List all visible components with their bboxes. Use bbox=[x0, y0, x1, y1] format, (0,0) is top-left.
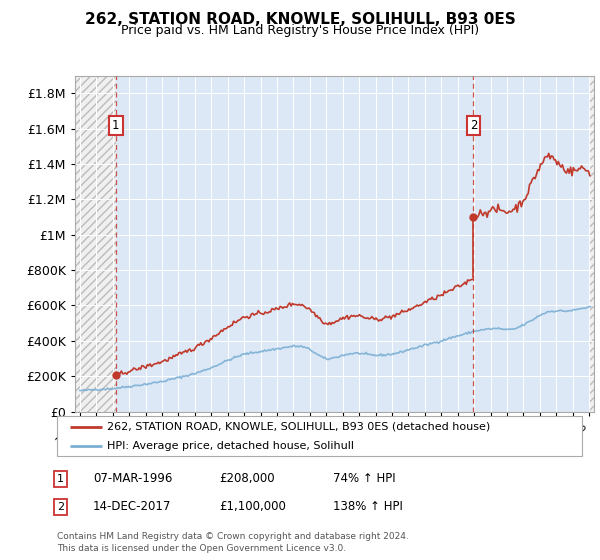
Text: Price paid vs. HM Land Registry's House Price Index (HPI): Price paid vs. HM Land Registry's House … bbox=[121, 24, 479, 36]
Text: 1: 1 bbox=[112, 119, 119, 132]
Text: HPI: Average price, detached house, Solihull: HPI: Average price, detached house, Soli… bbox=[107, 441, 354, 450]
Bar bbox=[589, 76, 594, 412]
Text: £1,100,000: £1,100,000 bbox=[219, 500, 286, 514]
Text: 07-MAR-1996: 07-MAR-1996 bbox=[93, 472, 172, 486]
Bar bbox=[75, 76, 116, 412]
Text: 138% ↑ HPI: 138% ↑ HPI bbox=[333, 500, 403, 514]
Text: 74% ↑ HPI: 74% ↑ HPI bbox=[333, 472, 395, 486]
Text: £208,000: £208,000 bbox=[219, 472, 275, 486]
Text: 2: 2 bbox=[470, 119, 477, 132]
Text: 262, STATION ROAD, KNOWLE, SOLIHULL, B93 0ES (detached house): 262, STATION ROAD, KNOWLE, SOLIHULL, B93… bbox=[107, 422, 490, 432]
FancyBboxPatch shape bbox=[57, 416, 582, 456]
Text: 262, STATION ROAD, KNOWLE, SOLIHULL, B93 0ES: 262, STATION ROAD, KNOWLE, SOLIHULL, B93… bbox=[85, 12, 515, 27]
Text: Contains HM Land Registry data © Crown copyright and database right 2024.
This d: Contains HM Land Registry data © Crown c… bbox=[57, 533, 409, 553]
Text: 1: 1 bbox=[57, 474, 64, 484]
Text: 14-DEC-2017: 14-DEC-2017 bbox=[93, 500, 172, 514]
Text: 2: 2 bbox=[57, 502, 64, 512]
